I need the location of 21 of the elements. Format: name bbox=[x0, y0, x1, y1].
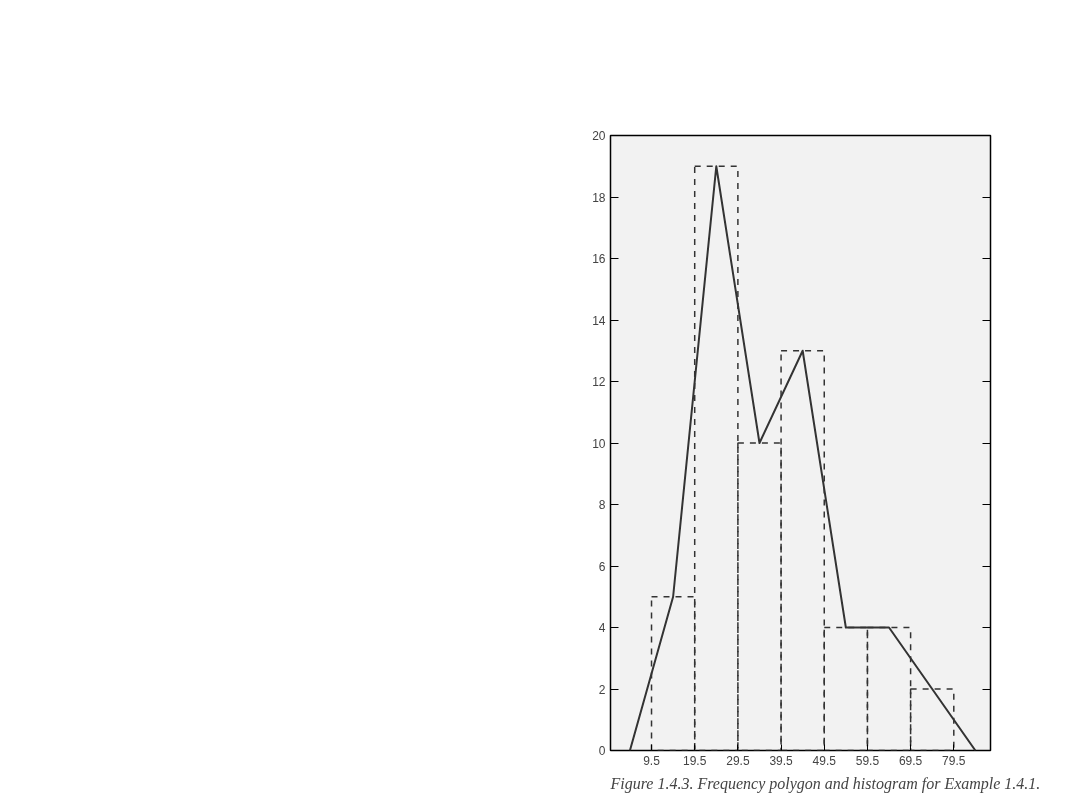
y-tick-label: 18 bbox=[592, 190, 606, 205]
line-series bbox=[628, 165, 977, 751]
y-tick-label: 8 bbox=[598, 498, 606, 512]
y-tick-label: 6 bbox=[598, 559, 606, 574]
y-tick-label: 2 bbox=[598, 682, 606, 697]
y-tick-label: 10 bbox=[592, 436, 606, 451]
x-tick-label: 69.5 bbox=[898, 753, 923, 768]
x-tick-label: 59.5 bbox=[855, 753, 880, 768]
x-tick-label: 9.5 bbox=[643, 753, 661, 768]
x-tick-label: 49.5 bbox=[812, 753, 837, 768]
y-tick-label: 4 bbox=[598, 621, 606, 635]
x-tick-label: 29.5 bbox=[726, 753, 750, 768]
y-tick-label: 0 bbox=[598, 744, 606, 758]
y-tick-label: 12 bbox=[592, 375, 606, 389]
y-tick-label: 16 bbox=[592, 252, 606, 266]
y-tick-label: 20 bbox=[592, 129, 606, 143]
x-tick-label: 19.5 bbox=[683, 753, 707, 768]
x-tick-label: 39.5 bbox=[769, 753, 794, 768]
x-tick-label: 79.5 bbox=[942, 753, 966, 768]
y-tick-label: 14 bbox=[592, 313, 606, 328]
caption: Figure 1.4.3. Frequency polygon and histogram for Example 1.4.1. bbox=[609, 774, 1041, 793]
